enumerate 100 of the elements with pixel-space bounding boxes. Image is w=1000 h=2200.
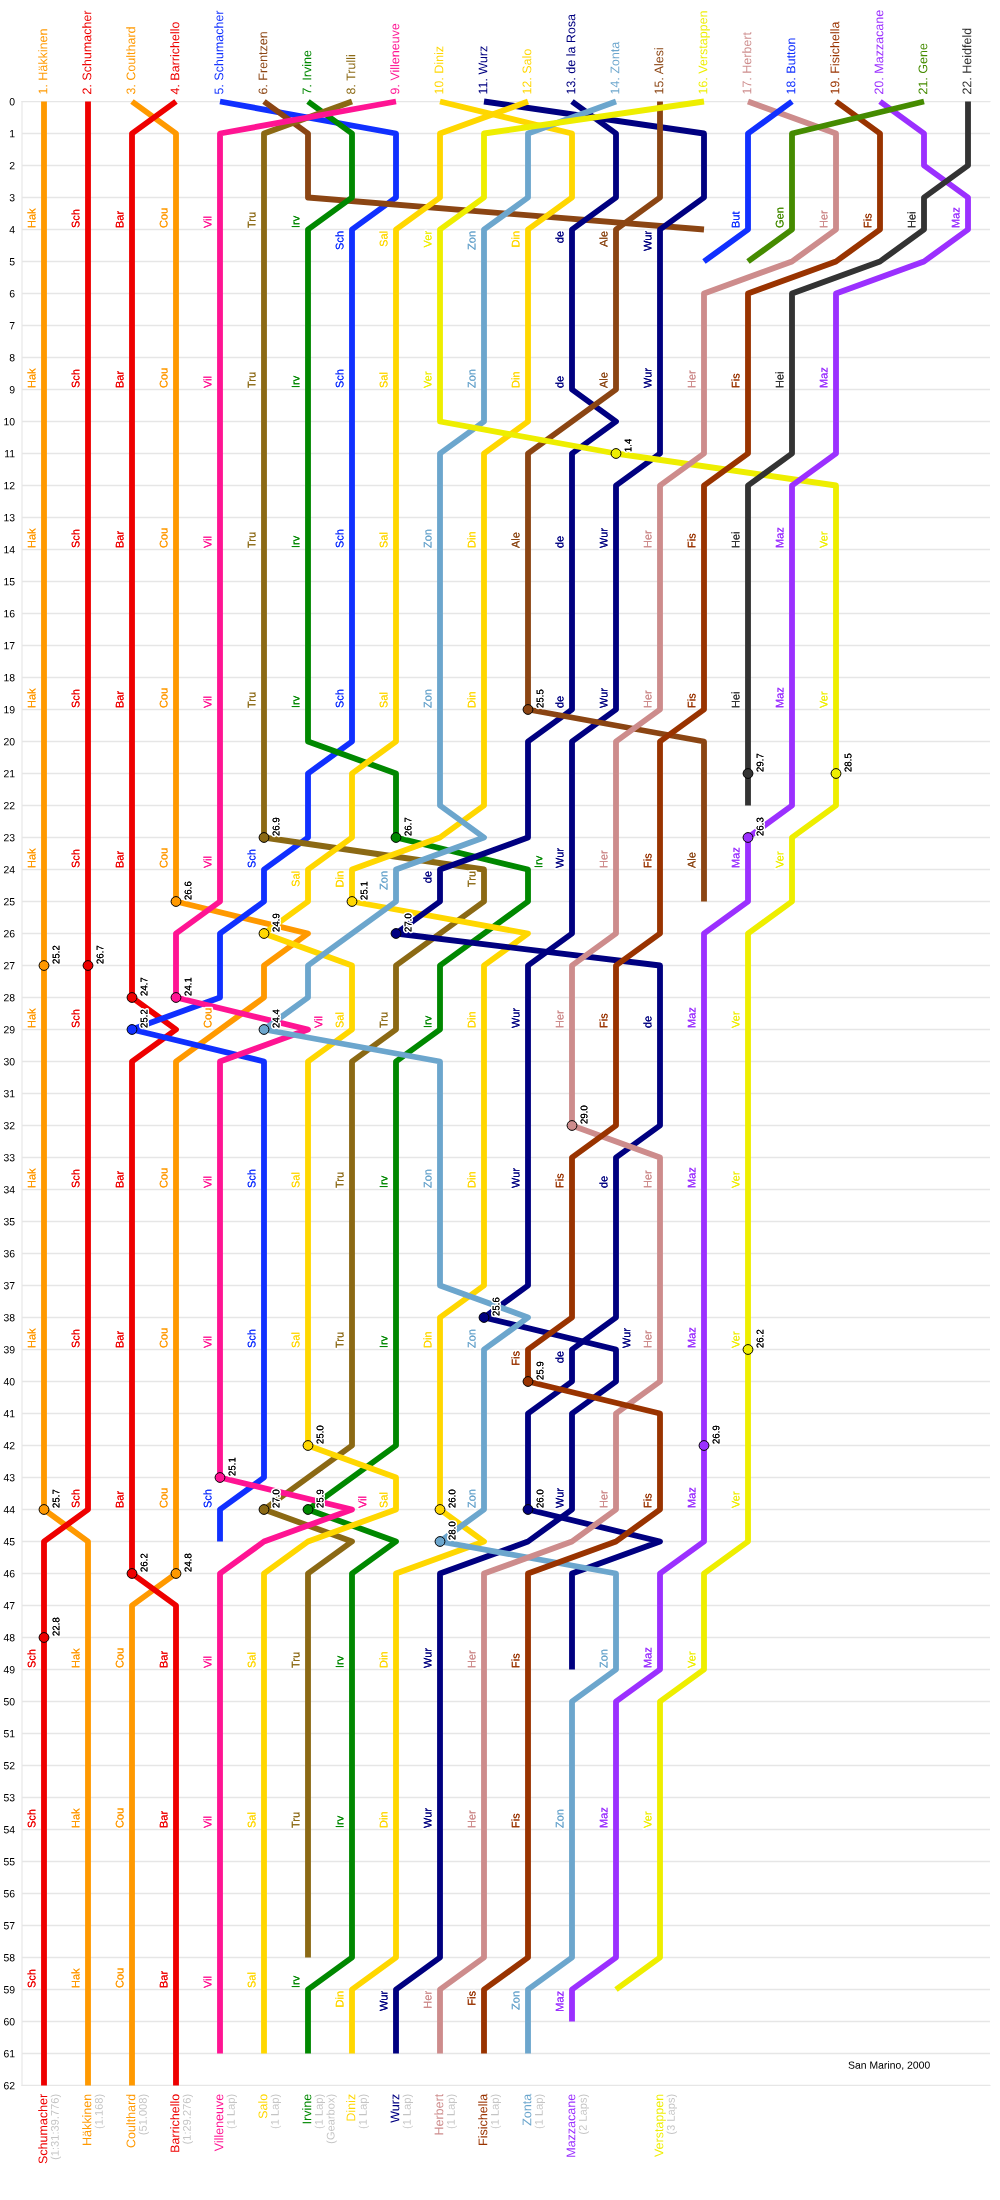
data-label: Vil <box>203 536 212 549</box>
data-label: Sch <box>27 1649 36 1668</box>
data-label: Bar <box>115 211 124 228</box>
x2-tick-label: 8. Trulli <box>346 55 356 95</box>
y-tick-label: 21 <box>3 770 15 778</box>
data-label: Ver <box>775 851 784 869</box>
data-label: Sch <box>247 849 256 868</box>
data-label: Ale <box>599 372 608 389</box>
y-tick-label: 0 <box>9 98 15 106</box>
data-label: Vil <box>203 1336 212 1349</box>
data-label: Fis <box>731 373 740 388</box>
data-label: Tru <box>247 212 256 228</box>
category-label: Häkkinen (1.168) <box>82 2094 105 2145</box>
data-label: Sch <box>71 1329 80 1348</box>
annotation: 25.6 <box>492 1297 500 1316</box>
data-label: Fis <box>511 1813 520 1828</box>
y-tick-label: 24 <box>3 866 15 874</box>
data-label: Hei <box>775 372 784 388</box>
annotation: 24.4 <box>272 1009 280 1028</box>
data-label: Hei <box>907 212 916 228</box>
annotation: 29.0 <box>580 1105 588 1124</box>
data-label: Wur <box>511 1168 520 1189</box>
data-label: Fis <box>511 1351 520 1365</box>
y-tick-label: 51 <box>3 1730 15 1738</box>
data-label: Zon <box>599 1649 608 1668</box>
y-tick-label: 28 <box>3 994 15 1002</box>
data-label: Vil <box>203 216 212 229</box>
y-tick-label: 44 <box>3 1506 15 1514</box>
data-label: Maz <box>643 1647 652 1668</box>
data-label: Din <box>467 532 476 548</box>
data-label: Irv <box>335 1815 344 1828</box>
data-label: Sch <box>335 231 344 250</box>
data-label: Sch <box>71 369 80 388</box>
data-label: Hak <box>71 1648 80 1668</box>
data-label: Wur <box>555 848 564 869</box>
data-label: Her <box>643 1330 652 1348</box>
data-label: Irv <box>534 855 543 868</box>
data-label: Ver <box>423 231 432 248</box>
x2-tick-label: 11. Wurz <box>478 46 488 94</box>
data-label: Ver <box>643 1811 652 1829</box>
data-label: Sal <box>379 372 388 388</box>
x2-tick-label: 12. Salo <box>522 49 532 94</box>
data-label: Bar <box>115 851 124 868</box>
data-label: Sal <box>247 1972 256 1988</box>
data-label: Sch <box>71 1169 80 1188</box>
y-tick-label: 36 <box>3 1250 15 1258</box>
data-label: Fis <box>511 1653 520 1668</box>
annotation: 26.0 <box>536 1489 544 1508</box>
data-label: Sch <box>247 1329 256 1348</box>
y-tick-label: 46 <box>3 1570 15 1578</box>
y-tick-label: 53 <box>3 1794 15 1802</box>
y-tick-label: 39 <box>3 1346 15 1354</box>
data-label: Cou <box>159 208 168 228</box>
data-label: Wur <box>511 1008 520 1029</box>
data-label: Hak <box>27 528 36 548</box>
data-label: Hak <box>71 1968 80 1988</box>
data-label: Cou <box>159 368 168 388</box>
y-tick-label: 56 <box>3 1890 15 1898</box>
y-tick-label: 30 <box>3 1058 15 1066</box>
x2-tick-label: 9. Villeneuve <box>390 23 400 94</box>
data-label: Maz <box>599 1807 608 1828</box>
y-tick-label: 49 <box>3 1666 15 1674</box>
data-label: Zon <box>511 1991 520 2010</box>
data-label: Irv <box>379 1335 388 1348</box>
y-tick-label: 15 <box>4 578 15 586</box>
data-label: Cou <box>203 1008 212 1028</box>
data-label: Sch <box>335 369 344 388</box>
y-tick-label: 48 <box>3 1634 15 1642</box>
x2-tick-label: 17. Herbert <box>742 32 752 94</box>
data-label: Sch <box>71 1009 80 1028</box>
x2-tick-label: 7. Irvine <box>302 50 312 94</box>
x2-tick-label: 18. Button <box>786 38 796 94</box>
data-label: But <box>731 211 740 228</box>
data-label: Fis <box>863 213 872 228</box>
x2-tick-label: 1. Häkkinen <box>38 29 48 94</box>
y-tick-label: 43 <box>3 1474 15 1482</box>
y-tick-label: 26 <box>3 930 15 938</box>
data-label: Zon <box>467 231 476 250</box>
y-tick-label: 4 <box>9 226 15 234</box>
data-label: Bar <box>115 531 124 548</box>
data-label: Sch <box>335 529 344 548</box>
data-label: Her <box>643 530 652 548</box>
data-label: Hak <box>27 1168 36 1188</box>
data-label: de <box>555 231 564 243</box>
x2-tick-label: 19. Fisichella <box>830 21 840 94</box>
data-label: Cou <box>115 1808 124 1828</box>
y-tick-label: 54 <box>3 1826 15 1834</box>
category-label: Barrichello (1:29.276) <box>170 2094 193 2152</box>
annotation: 26.7 <box>96 945 104 964</box>
data-label: Din <box>467 692 476 708</box>
y-tick-label: 25 <box>3 898 15 906</box>
y-tick-label: 35 <box>3 1218 15 1226</box>
data-label: Her <box>599 1490 608 1508</box>
data-label: Bar <box>115 1331 124 1348</box>
category-label: Verstappen (3 Laps) <box>654 2094 677 2158</box>
y-tick-label: 16 <box>4 610 15 618</box>
annotation: 24.1 <box>184 977 192 996</box>
data-label: Bar <box>115 1171 124 1188</box>
data-label: Sal <box>379 1492 388 1508</box>
data-label: de <box>643 1016 652 1028</box>
